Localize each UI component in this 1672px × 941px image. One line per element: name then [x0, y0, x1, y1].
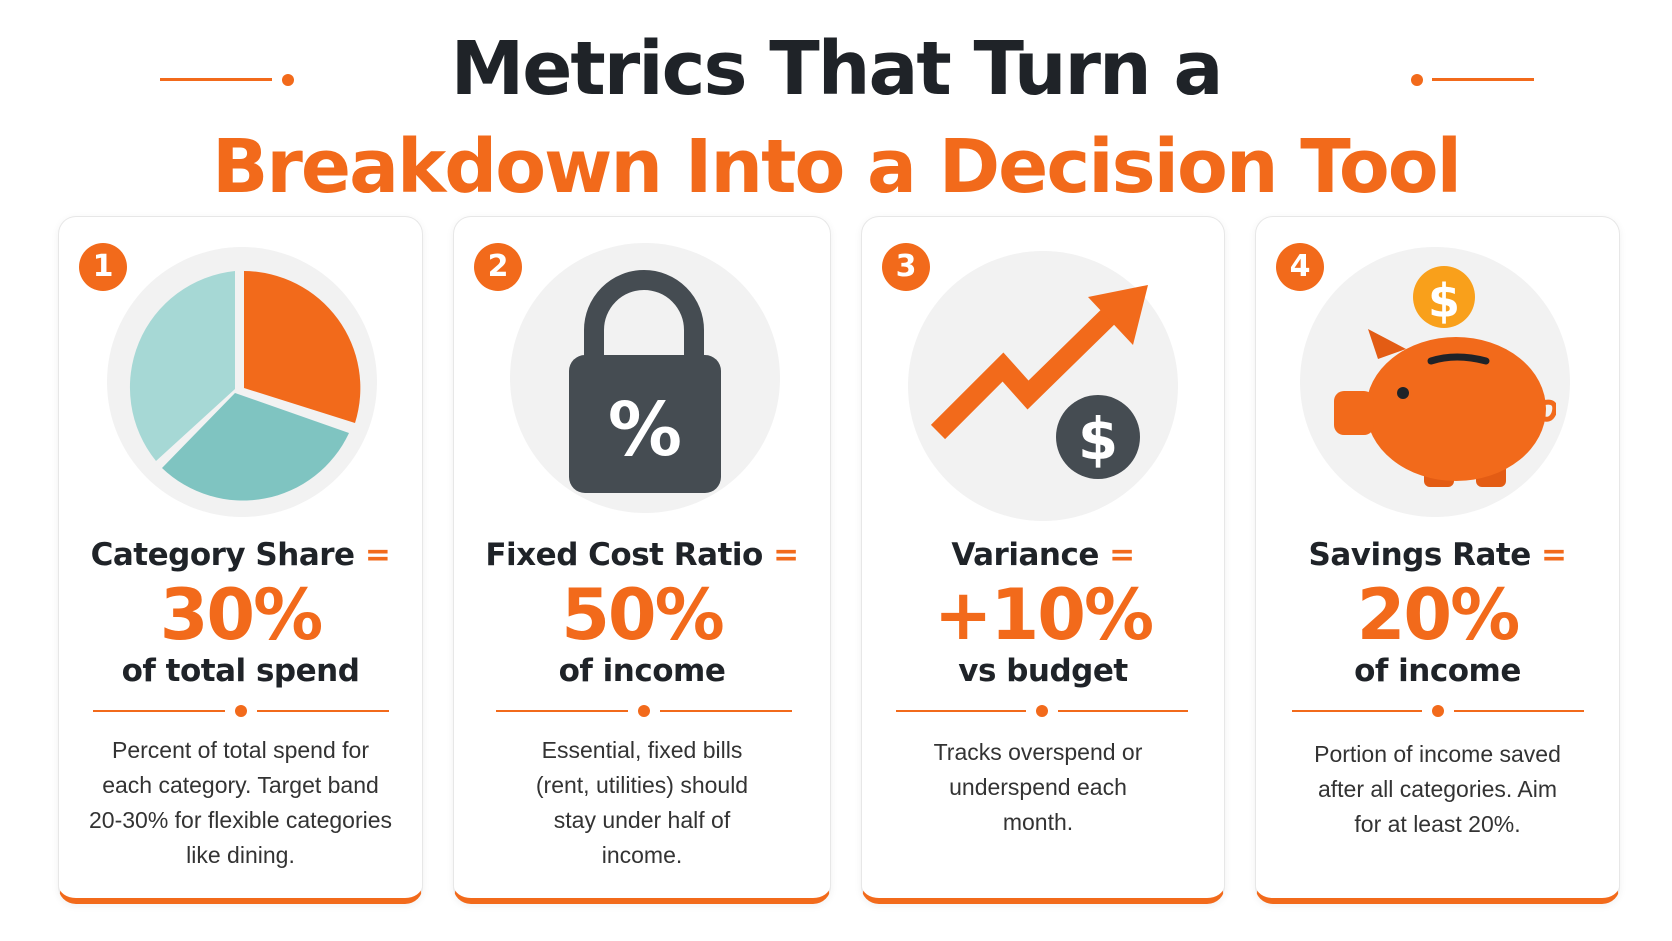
divider-dot: [235, 705, 247, 717]
metric-description: Tracks overspend or underspend each mont…: [933, 739, 1143, 835]
title-decoration-right-dot: [1411, 74, 1423, 86]
svg-text:$: $: [1428, 274, 1460, 328]
piggy-bank-icon: $: [1334, 266, 1556, 487]
metric-label: Savings Rate =: [1308, 537, 1568, 573]
metric-label: Category Share =: [90, 537, 391, 573]
svg-text:%: %: [608, 387, 682, 473]
svg-text:$: $: [1078, 405, 1118, 473]
divider-line: [1454, 710, 1584, 712]
metric-card-fixed-cost-ratio: 2 % Fixed Cost Ratio = 50% of income Ess…: [453, 216, 831, 904]
pie-chart-icon: [129, 271, 361, 501]
card-number-badge: 4: [1276, 243, 1324, 291]
title-decoration-right-line: [1432, 78, 1534, 81]
metric-value: +10%: [933, 574, 1154, 656]
divider-line: [93, 710, 225, 712]
page-title: Metrics That Turn a Breakdown Into a Dec…: [0, 20, 1672, 216]
metric-description: Percent of total spend for each category…: [89, 737, 392, 868]
divider-line: [660, 710, 792, 712]
metric-card-variance: 3 $ Variance = +10% vs budget Tracks ove…: [861, 216, 1225, 904]
metric-card-category-share: 1 Category Share = 30% of total spend Pe…: [58, 216, 423, 904]
divider-line: [496, 710, 628, 712]
divider-line: [896, 710, 1026, 712]
metric-label: Variance =: [951, 537, 1135, 573]
metric-value: 20%: [1356, 574, 1521, 656]
title-line-2: Breakdown Into a Decision Tool: [212, 124, 1462, 210]
metric-unit: of income: [1354, 653, 1521, 689]
metric-unit: vs budget: [958, 653, 1128, 689]
metric-description: Essential, fixed bills (rent, utilities)…: [535, 737, 749, 868]
padlock-percent-icon: %: [569, 270, 721, 493]
divider-dot: [1432, 705, 1444, 717]
card-number-badge: 1: [79, 243, 127, 291]
divider-line: [257, 710, 389, 712]
metric-label: Fixed Cost Ratio =: [485, 537, 799, 573]
title-line-1: Metrics That Turn a: [450, 26, 1224, 112]
metric-card-savings-rate: 4 $ Savings Rate = 20% of income Portion…: [1255, 216, 1620, 904]
title-decoration-left-line: [160, 78, 272, 81]
card-number-badge: 2: [474, 243, 522, 291]
divider-dot: [638, 705, 650, 717]
divider-line: [1292, 710, 1422, 712]
divider-line: [1058, 710, 1188, 712]
trend-arrow-dollar-icon: $: [930, 285, 1148, 479]
metric-value: 50%: [561, 574, 725, 656]
metric-unit: of income: [558, 653, 726, 689]
metric-value: 30%: [159, 574, 324, 656]
metric-description: Portion of income saved after all catego…: [1314, 741, 1561, 837]
metric-unit: of total spend: [121, 653, 360, 689]
divider-dot: [1036, 705, 1048, 717]
card-number-badge: 3: [882, 243, 930, 291]
title-decoration-left-dot: [282, 74, 294, 86]
